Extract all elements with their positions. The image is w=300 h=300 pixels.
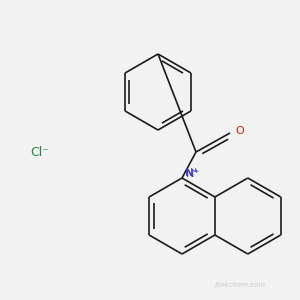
- Text: lookchem.com: lookchem.com: [214, 282, 266, 288]
- Text: N⁺: N⁺: [186, 169, 200, 179]
- Text: Cl⁻: Cl⁻: [31, 146, 50, 160]
- Text: O: O: [236, 126, 244, 136]
- Text: N⁺: N⁺: [185, 168, 199, 178]
